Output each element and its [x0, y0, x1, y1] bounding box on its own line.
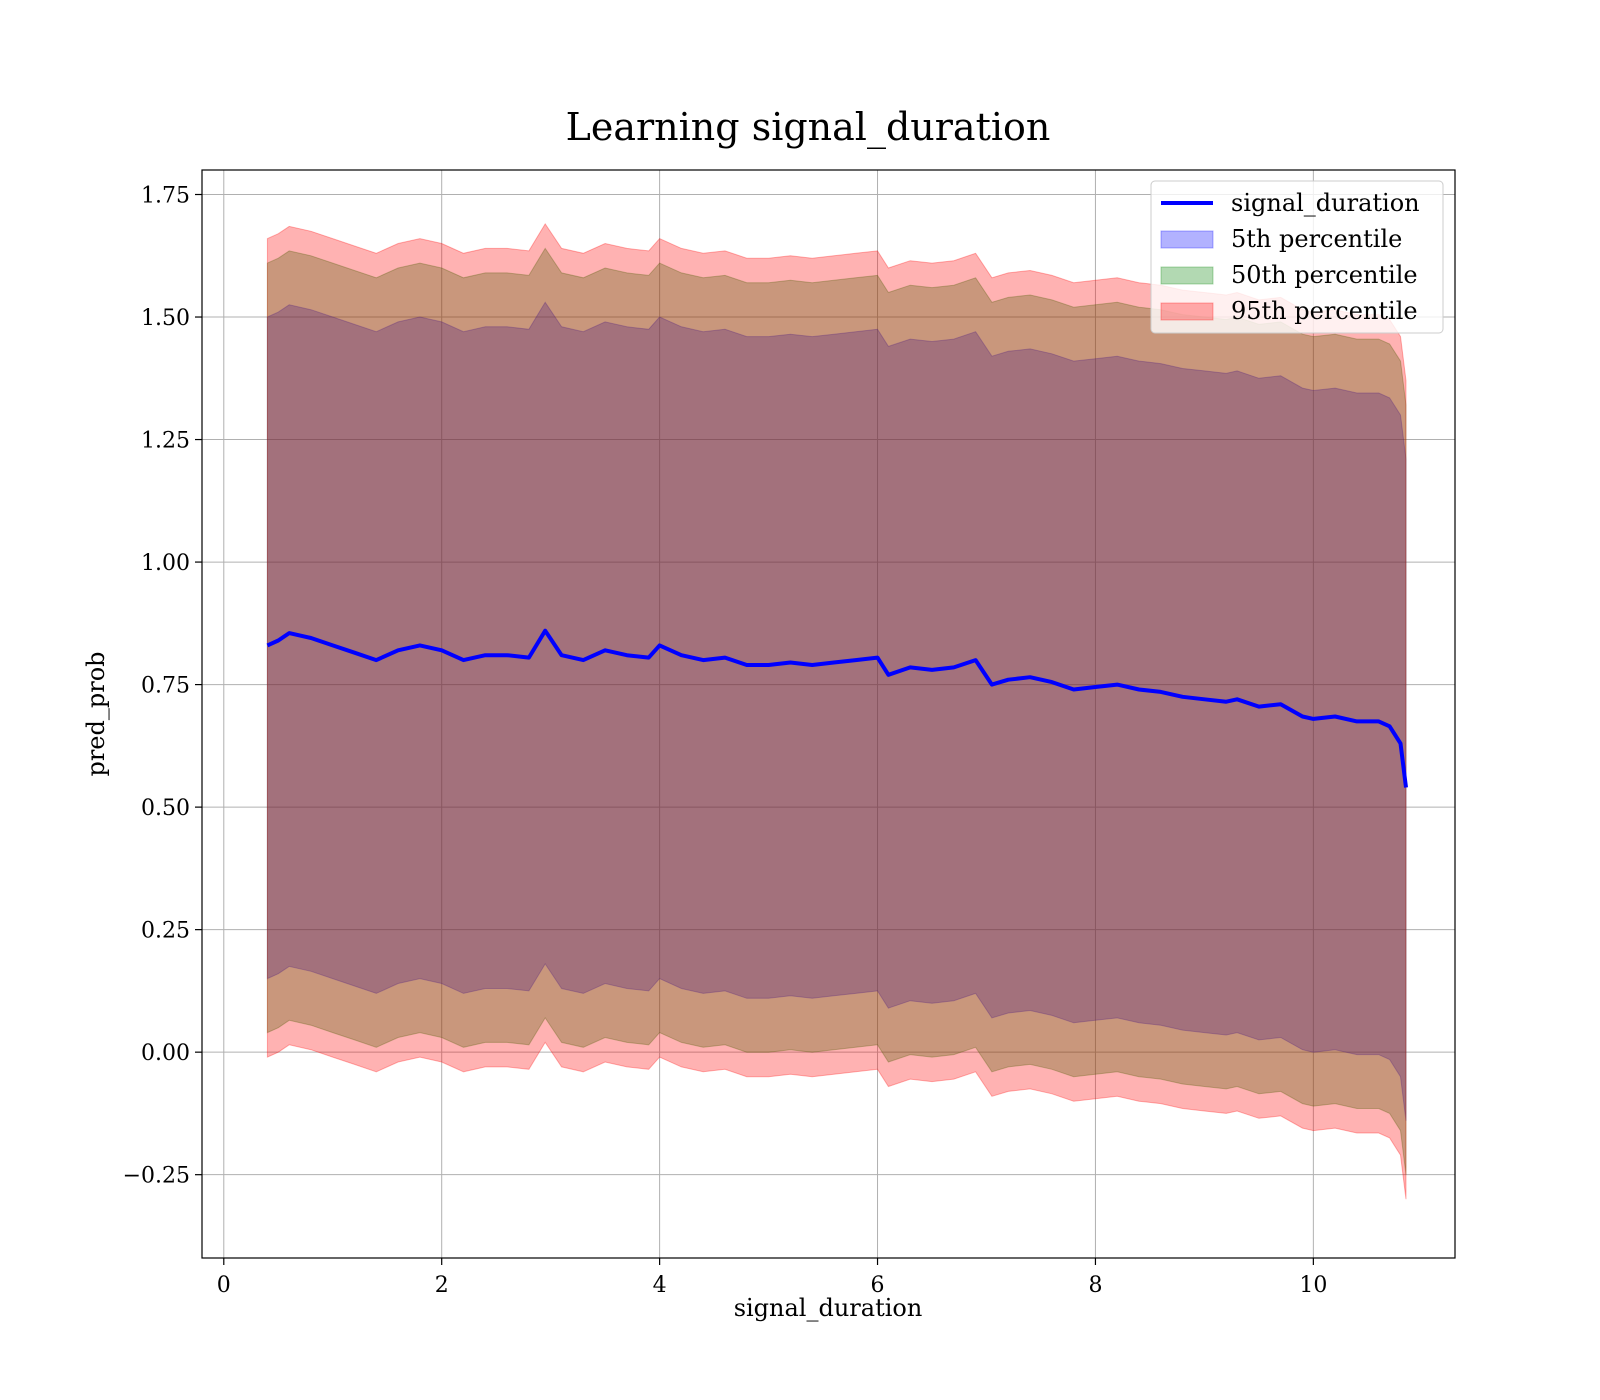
band-95th-percentile	[266, 222, 1407, 1200]
y-axis-label: pred_prob	[82, 651, 110, 776]
x-tick-label: 6	[871, 1273, 885, 1298]
x-axis-label: signal_duration	[734, 1294, 923, 1322]
ticks: 0 2 4 6 8 10 −0.25 0.00 0.25 0.50 0.75 1.00 1.25 1.50…	[123, 184, 1328, 1298]
legend-swatch	[1160, 302, 1214, 321]
legend-swatch	[1160, 230, 1214, 249]
legend: signal_duration 5th percentile 50th percen…	[1150, 180, 1444, 334]
y-tick-label: 0.25	[141, 919, 190, 944]
y-tick-label: 1.25	[141, 429, 190, 454]
band-5th-percentile	[266, 301, 1407, 1121]
grid	[202, 170, 1455, 1258]
y-tick-label: 1.00	[141, 551, 190, 576]
x-tick-label: 4	[653, 1273, 667, 1298]
legend-box	[1150, 180, 1444, 334]
lines	[266, 628, 1408, 788]
y-tick-label: 0.50	[141, 796, 190, 821]
legend-label: signal_duration	[1231, 189, 1420, 217]
x-tick-label: 2	[435, 1273, 449, 1298]
bands	[266, 222, 1407, 1200]
y-tick-label: 0.00	[141, 1041, 190, 1066]
legend-swatch	[1160, 266, 1214, 285]
legend-label: 5th percentile	[1231, 225, 1402, 253]
line-signal_duration	[266, 628, 1408, 788]
y-tick-label: −0.25	[123, 1164, 190, 1189]
chart-title: Learning signal_duration	[566, 105, 1051, 150]
y-tick-label: 1.75	[141, 184, 190, 209]
legend-label: 95th percentile	[1231, 297, 1418, 325]
x-tick-label: 8	[1088, 1273, 1102, 1298]
y-tick-label: 1.50	[141, 306, 190, 331]
plot-frame	[201, 169, 1456, 1259]
legend-label: 50th percentile	[1231, 261, 1418, 289]
x-tick-label: 0	[217, 1273, 231, 1298]
band-50th-percentile	[266, 247, 1407, 1175]
y-tick-label: 0.75	[141, 674, 190, 699]
x-tick-label: 10	[1299, 1273, 1327, 1298]
